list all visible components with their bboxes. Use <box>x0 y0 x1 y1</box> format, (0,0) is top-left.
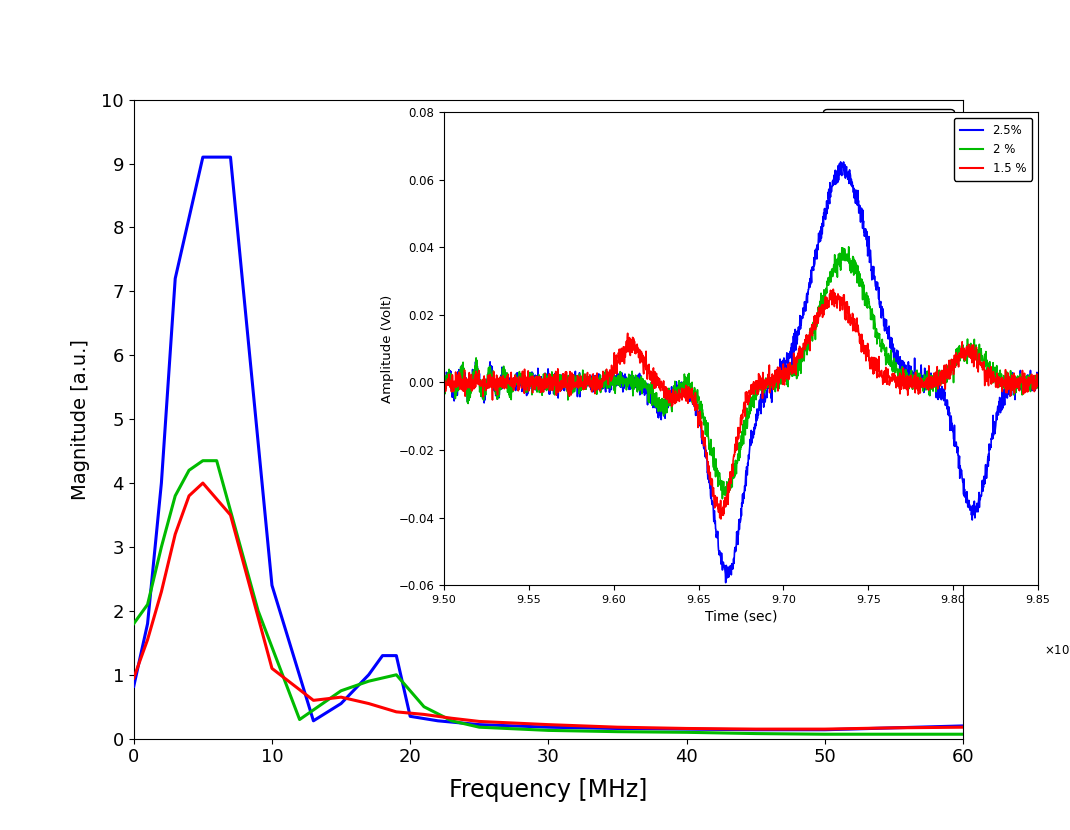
Legend: 2.5%, 2 %, 1.5 %: 2.5%, 2 %, 1.5 % <box>953 118 1031 181</box>
Text: $\times10^{-6}$: $\times10^{-6}$ <box>1044 642 1070 658</box>
Legend: 2.5%, 2%, 1.5%: 2.5%, 2%, 1.5% <box>823 109 954 206</box>
X-axis label: Time (sec): Time (sec) <box>705 609 777 623</box>
X-axis label: Frequency [MHz]: Frequency [MHz] <box>449 778 647 802</box>
Y-axis label: Magnitude [a.u.]: Magnitude [a.u.] <box>72 339 90 500</box>
Y-axis label: Amplitude (Volt): Amplitude (Volt) <box>381 295 394 403</box>
